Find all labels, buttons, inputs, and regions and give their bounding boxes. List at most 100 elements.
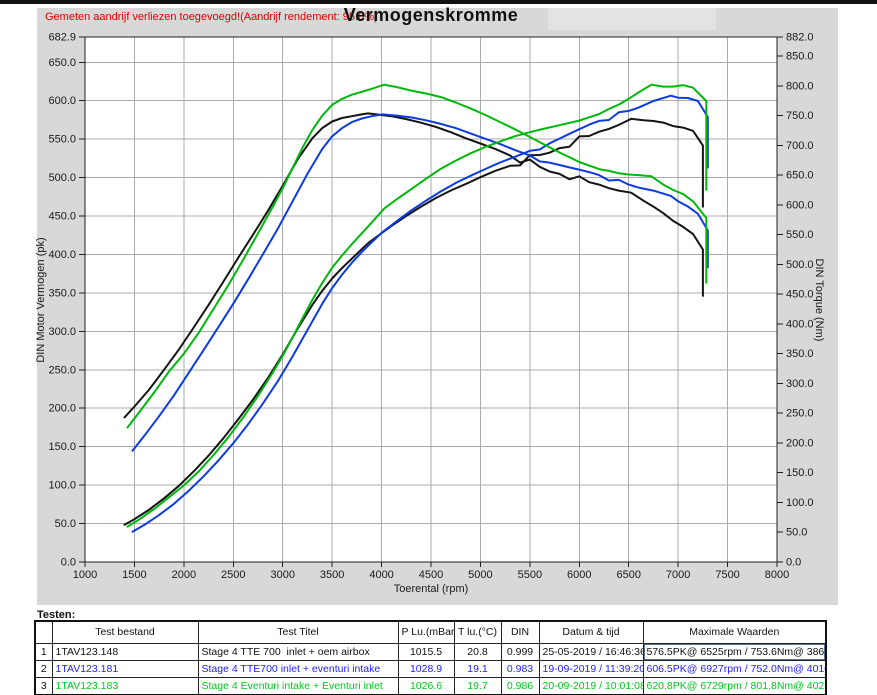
- left-axis-tick-label: 500.0: [48, 172, 76, 184]
- x-axis-tick-label: 3000: [270, 569, 294, 581]
- cell-bestand[interactable]: 1TAV123.148: [51, 643, 199, 661]
- cell-max[interactable]: 606.5PK@ 6927rpm / 752.0Nm@ 4010rpm: [642, 660, 827, 678]
- x-axis-tick-label: 4000: [369, 569, 393, 581]
- tests-table: Test bestand Test Titel P Lu.(mBar) T lu.(°…: [34, 620, 827, 695]
- left-axis-tick-label: 200.0: [48, 403, 76, 415]
- torque-curve-run-3: [126, 83, 708, 429]
- x-axis-tick-label: 5000: [468, 569, 492, 581]
- cell-num[interactable]: 1: [34, 643, 53, 661]
- right-axis-tick-label: 450.0: [786, 289, 814, 301]
- cell-max[interactable]: 620.8PK@ 6729rpm / 801.8Nm@ 4025rpm: [642, 677, 827, 695]
- cell-din[interactable]: 0.999: [500, 643, 540, 661]
- cell-titel[interactable]: Stage 4 TTE 700 inlet + oem airbox: [197, 643, 399, 661]
- tests-table-header-cell: T lu.(°C): [453, 620, 502, 644]
- right-axis-tick-label: 350.0: [786, 348, 814, 360]
- testen-label: Testen:: [37, 609, 76, 621]
- cell-p-lu[interactable]: 1028.9: [397, 660, 455, 678]
- cell-bestand[interactable]: 1TAV123.183: [51, 677, 199, 695]
- left-axis-tick-label: 0.0: [61, 557, 76, 569]
- x-axis-tick-label: 6500: [616, 569, 640, 581]
- cell-num[interactable]: 2: [34, 660, 53, 678]
- x-axis-tick-label: 2000: [172, 569, 196, 581]
- cell-t-lu[interactable]: 19.1: [453, 660, 502, 678]
- x-axis-tick-label: 1000: [73, 569, 97, 581]
- right-axis-tick-label: 150.0: [786, 467, 814, 479]
- right-axis-tick-label: 850.0: [786, 51, 814, 63]
- x-axis-tick-label: 4500: [419, 569, 443, 581]
- right-axis-tick-label: 50.0: [786, 527, 807, 539]
- test-row-2[interactable]: 2 1TAV123.181 Stage 4 TTE700 inlet + event…: [34, 660, 827, 678]
- cell-datum[interactable]: 19-09-2019 / 11:39:20: [538, 660, 644, 678]
- right-axis-title: DIN Torque (Nm): [813, 259, 825, 342]
- tests-table-header-cell: Datum & tijd: [538, 620, 644, 644]
- x-axis-tick-label: 5500: [518, 569, 542, 581]
- x-axis-tick-label: 3500: [320, 569, 344, 581]
- x-axis-title: Toerental (rpm): [394, 583, 469, 595]
- left-axis-tick-label: 300.0: [48, 326, 76, 338]
- x-axis-tick-label: 2500: [221, 569, 245, 581]
- left-axis-tick-label: 250.0: [48, 364, 76, 376]
- cell-titel[interactable]: Stage 4 TTE700 inlet + eventuri intake: [197, 660, 399, 678]
- cell-p-lu[interactable]: 1015.5: [397, 643, 455, 661]
- cell-t-lu[interactable]: 20.8: [453, 643, 502, 661]
- right-axis-tick-label: 750.0: [786, 110, 814, 122]
- right-axis-tick-label: 800.0: [786, 80, 814, 92]
- tests-table-header-cell: Test Titel: [197, 620, 399, 644]
- cell-din[interactable]: 0.986: [500, 677, 540, 695]
- right-axis-tick-label: 200.0: [786, 437, 814, 449]
- tests-table-header-cell: Test bestand: [51, 620, 199, 644]
- cell-bestand[interactable]: 1TAV123.181: [51, 660, 199, 678]
- torque-curve-run-2: [131, 113, 709, 452]
- right-axis-tick-label: 650.0: [786, 170, 814, 182]
- power-curve-run-3: [126, 83, 708, 528]
- power-curve-run-2: [131, 94, 709, 533]
- tests-table-header: Test bestand Test Titel P Lu.(mBar) T lu.(°…: [34, 620, 827, 644]
- tests-table-header-cell: DIN: [500, 620, 540, 644]
- cell-num[interactable]: 3: [34, 677, 53, 695]
- left-axis-tick-label: 50.0: [55, 518, 76, 530]
- right-axis-tick-label: 400.0: [786, 318, 814, 330]
- left-axis-tick-label: 450.0: [48, 211, 76, 223]
- cell-datum[interactable]: 20-09-2019 / 10:01:08: [538, 677, 644, 695]
- right-axis-tick-label: 100.0: [786, 497, 814, 509]
- right-axis-tick-label: 250.0: [786, 408, 814, 420]
- left-axis-title: DIN Motor Vermogen (pk): [35, 237, 47, 362]
- tests-table-header-cell: [34, 620, 53, 644]
- left-axis-tick-label: 350.0: [48, 287, 76, 299]
- legend-placeholder: [548, 8, 716, 30]
- right-axis-tick-label: 500.0: [786, 259, 814, 271]
- right-axis-tick-label: 882.0: [786, 32, 814, 44]
- cell-p-lu[interactable]: 1026.6: [397, 677, 455, 695]
- cell-max[interactable]: 576.5PK@ 6525rpm / 753.6Nm@ 3863rpm: [642, 643, 827, 661]
- left-axis-tick-label: 682.9: [48, 32, 76, 44]
- test-row-3[interactable]: 3 1TAV123.183 Stage 4 Eventuri intake + Ev…: [34, 677, 827, 695]
- cell-din[interactable]: 0.983: [500, 660, 540, 678]
- x-axis-tick-label: 7500: [715, 569, 739, 581]
- chart-title: Vermogenskromme: [343, 5, 519, 25]
- test-row-1[interactable]: 1 1TAV123.148 Stage 4 TTE 700 inlet + oem …: [34, 643, 827, 661]
- left-axis-tick-label: 550.0: [48, 134, 76, 146]
- tests-table-header-cell: Maximale Waarden: [642, 620, 827, 644]
- left-axis-tick-label: 400.0: [48, 249, 76, 261]
- x-axis-tick-label: 8000: [765, 569, 789, 581]
- right-axis-tick-label: 300.0: [786, 378, 814, 390]
- right-axis-tick-label: 0.0: [786, 557, 801, 569]
- drive-loss-note: Gemeten aandrijf verliezen toegevoegd!(A…: [45, 11, 378, 23]
- x-axis-tick-label: 7000: [666, 569, 690, 581]
- right-axis-tick-label: 550.0: [786, 229, 814, 241]
- left-axis-tick-label: 650.0: [48, 57, 76, 69]
- power-curve-run-1: [123, 117, 704, 526]
- cell-titel[interactable]: Stage 4 Eventuri intake + Eventuri inlet: [197, 677, 399, 695]
- tests-table-header-cell: P Lu.(mBar): [397, 620, 455, 644]
- left-axis-tick-label: 600.0: [48, 95, 76, 107]
- top-black-bar: [0, 0, 877, 4]
- left-axis-tick-label: 100.0: [48, 480, 76, 492]
- right-axis-tick-label: 600.0: [786, 199, 814, 211]
- torque-curve-run-1: [123, 112, 704, 419]
- cell-t-lu[interactable]: 19.7: [453, 677, 502, 695]
- cell-datum[interactable]: 25-05-2019 / 16:46:36: [538, 643, 644, 661]
- left-axis-tick-label: 150.0: [48, 441, 76, 453]
- right-axis-tick-label: 700.0: [786, 140, 814, 152]
- x-axis-tick-label: 6000: [567, 569, 591, 581]
